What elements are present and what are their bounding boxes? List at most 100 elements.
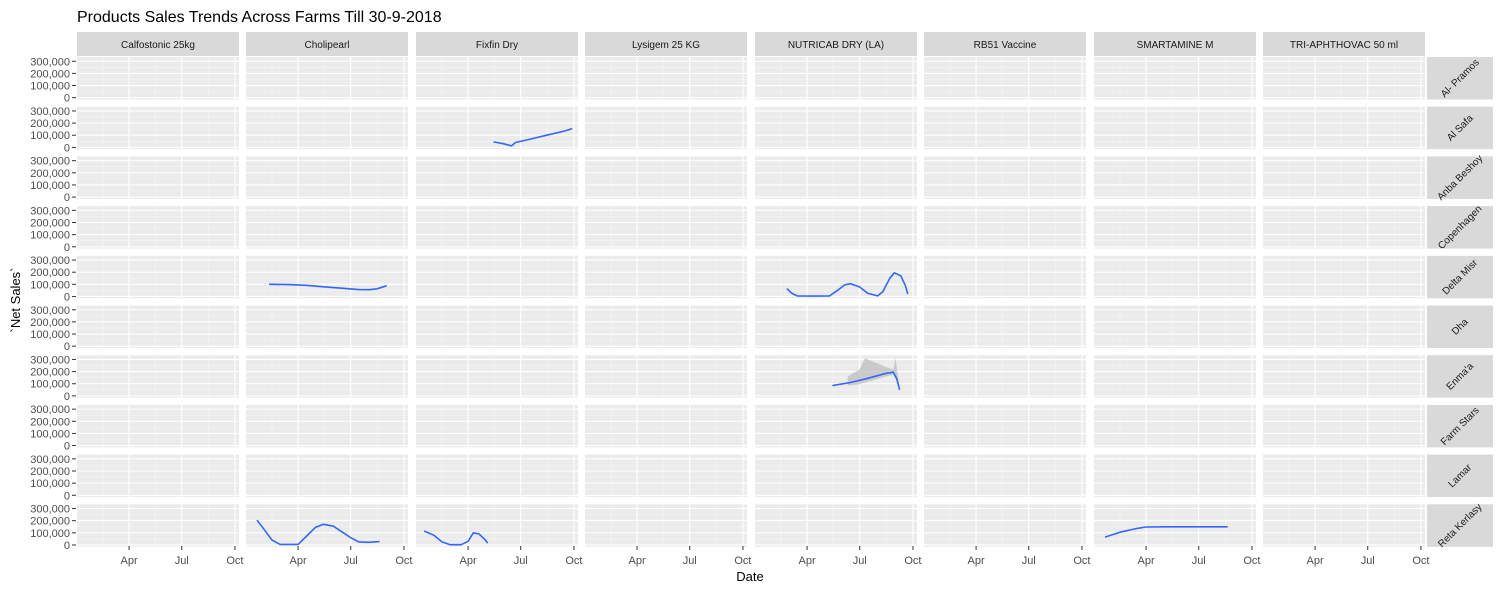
- panel-grid: Calfostonic 25kg Cholipearl Fixfin Dry Lysi…: [30, 32, 1493, 567]
- y-tick-label: 200,000: [30, 416, 70, 428]
- x-tick-label: Jul: [853, 555, 867, 567]
- panel-background: [755, 206, 917, 249]
- x-tick-label: Jul: [175, 555, 189, 567]
- panel-background: [416, 404, 578, 448]
- panel-background: [924, 504, 1086, 547]
- panel-background: [416, 255, 578, 299]
- column-strip-label-calfostonic-25kg: Calfostonic 25kg: [121, 40, 195, 51]
- panel-background: [416, 305, 578, 348]
- y-tick-label: 300,000: [30, 106, 70, 118]
- y-tick-label: 100,000: [30, 279, 70, 291]
- y-tick-label: 200,000: [30, 466, 70, 478]
- y-tick-label: 300,000: [30, 156, 70, 168]
- y-tick-label: 100,000: [30, 379, 70, 391]
- row-strip: [1427, 504, 1493, 547]
- x-tick-label: Oct: [1412, 555, 1429, 567]
- column-strip: [585, 32, 747, 56]
- x-tick-label: Apr: [799, 555, 816, 567]
- panel-background: [1263, 454, 1425, 498]
- column-strip: [246, 32, 408, 56]
- panel-background: [1263, 57, 1425, 100]
- y-axis-title: `Net Sales`: [8, 267, 23, 332]
- panel-background: [755, 156, 917, 199]
- series-line-delta-misr-cholipearl: [269, 283, 387, 291]
- x-tick-label: Jul: [514, 555, 528, 567]
- y-tick-label: 200,000: [30, 516, 70, 528]
- panel-background: [1094, 404, 1256, 448]
- panel-background: [416, 504, 578, 547]
- y-tick-label: 0: [64, 291, 70, 303]
- column-strip-label-smartamine-m: SMARTAMINE M: [1137, 40, 1214, 51]
- panel-background: [77, 355, 239, 398]
- panel-background: [924, 454, 1086, 498]
- panel-background: [924, 156, 1086, 199]
- x-tick-label: Oct: [226, 555, 243, 567]
- panel-background: [416, 206, 578, 249]
- row-strip: [1427, 156, 1493, 199]
- y-tick-label: 100,000: [30, 428, 70, 440]
- y-tick-label: 300,000: [30, 354, 70, 366]
- x-tick-label: Apr: [121, 555, 138, 567]
- panel-background: [77, 206, 239, 249]
- panel-background: [585, 206, 747, 249]
- panel-background: [1263, 106, 1425, 150]
- column-strip-label-nutricab-dry-la: NUTRICAB DRY (LA): [788, 40, 884, 51]
- row-strip: [1427, 305, 1493, 348]
- row-strip: [1427, 106, 1493, 150]
- y-tick-label: 200,000: [30, 118, 70, 130]
- panel-background: [416, 355, 578, 398]
- y-tick-label: 300,000: [30, 504, 70, 516]
- x-tick-label: Jul: [1361, 555, 1375, 567]
- y-tick-label: 0: [64, 441, 70, 453]
- y-tick-label: 100,000: [30, 81, 70, 93]
- y-tick-label: 0: [64, 93, 70, 105]
- row-strip: [1427, 355, 1493, 398]
- row-strip: [1427, 255, 1493, 299]
- x-tick-label: Oct: [734, 555, 751, 567]
- column-strip: [1263, 32, 1425, 56]
- panel-background: [1094, 156, 1256, 199]
- series-line-delta-misr-nutricab-dry-la: [786, 271, 909, 297]
- panel-background: [77, 404, 239, 448]
- y-tick-label: 200,000: [30, 267, 70, 279]
- panel-background: [246, 305, 408, 348]
- panel-background: [585, 57, 747, 100]
- x-tick-label: Apr: [460, 555, 477, 567]
- confidence-band-enma-a-nutricab-dry-la: [847, 358, 900, 391]
- panel-background: [924, 255, 1086, 299]
- panel-background: [585, 156, 747, 199]
- x-tick-label: Oct: [1073, 555, 1090, 567]
- panel-background: [924, 106, 1086, 150]
- panel-background: [416, 57, 578, 100]
- panel-background: [246, 156, 408, 199]
- panel-background: [585, 305, 747, 348]
- y-tick-label: 100,000: [30, 130, 70, 142]
- x-tick-label: Jul: [1192, 555, 1206, 567]
- panel-background: [416, 454, 578, 498]
- x-tick-label: Apr: [968, 555, 985, 567]
- x-tick-label: Apr: [290, 555, 307, 567]
- y-tick-label: 0: [64, 341, 70, 353]
- y-tick-label: 100,000: [30, 230, 70, 242]
- column-strip: [77, 32, 239, 56]
- panel-background: [585, 454, 747, 498]
- panel-background: [246, 255, 408, 299]
- y-tick-label: 300,000: [30, 255, 70, 267]
- y-tick-label: 200,000: [30, 68, 70, 80]
- y-tick-label: 300,000: [30, 305, 70, 317]
- panel-background: [924, 305, 1086, 348]
- column-strip: [755, 32, 917, 56]
- y-tick-label: 0: [64, 142, 70, 154]
- panel-background: [1094, 454, 1256, 498]
- x-tick-label: Oct: [565, 555, 582, 567]
- y-tick-label: 100,000: [30, 528, 70, 540]
- panel-background: [1263, 255, 1425, 299]
- panel-background: [585, 106, 747, 150]
- column-strip: [1094, 32, 1256, 56]
- panel-background: [246, 206, 408, 249]
- y-tick-label: 0: [64, 192, 70, 204]
- panel-background: [1094, 305, 1256, 348]
- panel-background: [1094, 57, 1256, 100]
- panel-background: [924, 57, 1086, 100]
